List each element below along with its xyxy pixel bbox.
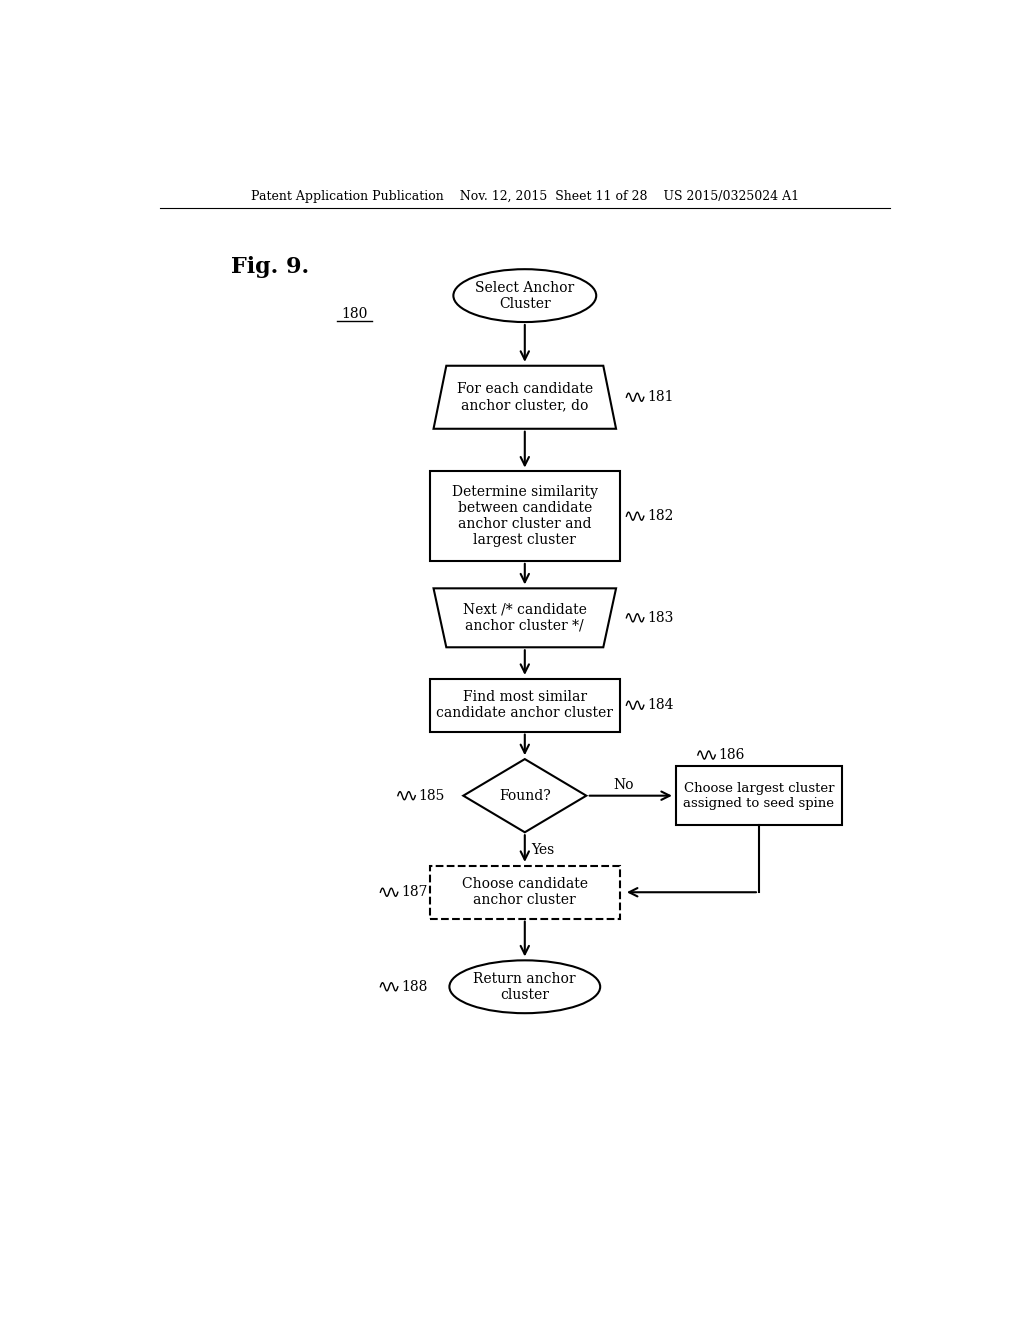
- Text: Select Anchor
Cluster: Select Anchor Cluster: [475, 281, 574, 310]
- Text: Find most similar
candidate anchor cluster: Find most similar candidate anchor clust…: [436, 690, 613, 721]
- Text: 184: 184: [647, 698, 674, 713]
- Bar: [676, 766, 842, 825]
- Text: 186: 186: [719, 748, 744, 762]
- Bar: [430, 866, 621, 919]
- Text: 180: 180: [341, 308, 368, 321]
- Text: Return anchor
cluster: Return anchor cluster: [473, 972, 577, 1002]
- Text: Choose largest cluster
assigned to seed spine: Choose largest cluster assigned to seed …: [683, 781, 835, 809]
- Text: No: No: [613, 777, 634, 792]
- Text: 185: 185: [419, 788, 444, 803]
- Text: 181: 181: [647, 391, 674, 404]
- Text: 187: 187: [401, 886, 427, 899]
- Text: 188: 188: [401, 979, 427, 994]
- Text: Choose candidate
anchor cluster: Choose candidate anchor cluster: [462, 878, 588, 907]
- Text: Patent Application Publication    Nov. 12, 2015  Sheet 11 of 28    US 2015/03250: Patent Application Publication Nov. 12, …: [251, 190, 799, 202]
- Bar: [430, 471, 621, 561]
- Text: Found?: Found?: [499, 788, 551, 803]
- Text: For each candidate
anchor cluster, do: For each candidate anchor cluster, do: [457, 383, 593, 412]
- Text: Next /* candidate
anchor cluster */: Next /* candidate anchor cluster */: [463, 603, 587, 632]
- Text: 183: 183: [647, 611, 674, 624]
- Text: Fig. 9.: Fig. 9.: [231, 256, 309, 279]
- Text: Yes: Yes: [531, 842, 554, 857]
- Bar: [430, 678, 621, 731]
- Text: 182: 182: [647, 510, 674, 523]
- Text: Determine similarity
between candidate
anchor cluster and
largest cluster: Determine similarity between candidate a…: [452, 484, 598, 548]
